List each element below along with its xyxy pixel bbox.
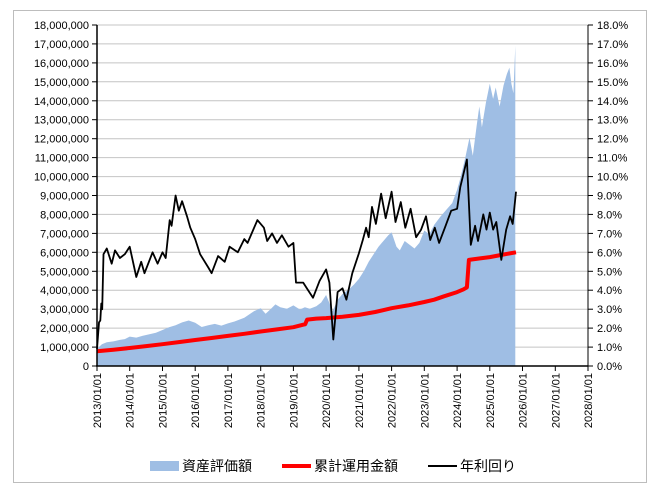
y-right-tick-label: 10.0% bbox=[597, 172, 628, 184]
y-left-tick-label: 1,000,000 bbox=[40, 342, 89, 354]
x-tick-label: 2017/01/01 bbox=[223, 373, 235, 428]
x-tick-label: 2013/01/01 bbox=[92, 373, 104, 428]
x-tick-label: 2019/01/01 bbox=[288, 373, 300, 428]
y-left-tick-label: 4,000,000 bbox=[40, 285, 89, 297]
y-right-tick-label: 11.0% bbox=[597, 153, 628, 165]
y-left-tick-label: 6,000,000 bbox=[40, 247, 89, 259]
y-right-tick-label: 3.0% bbox=[597, 304, 622, 316]
legend-label-cumulative-invested: 累計運用金額 bbox=[314, 458, 398, 474]
x-tick-label: 2025/01/01 bbox=[485, 373, 497, 428]
y-left-tick-label: 2,000,000 bbox=[40, 323, 89, 335]
legend-item-asset-value: 資産評価額 bbox=[150, 459, 252, 473]
y-right-tick-label: 15.0% bbox=[597, 77, 628, 89]
legend-item-annual-yield: 年利回り bbox=[428, 459, 516, 473]
chart-frame-border bbox=[13, 10, 647, 483]
x-tick-label: 2027/01/01 bbox=[550, 373, 562, 428]
y-right-tick-label: 14.0% bbox=[597, 96, 628, 108]
y-right-tick-label: 13.0% bbox=[597, 115, 628, 127]
y-right-tick-label: 8.0% bbox=[597, 209, 622, 221]
x-tick-label: 2021/01/01 bbox=[354, 373, 366, 428]
x-tick-label: 2023/01/01 bbox=[419, 373, 431, 428]
y-right-tick-label: 7.0% bbox=[597, 228, 622, 240]
legend-label-annual-yield: 年利回り bbox=[460, 458, 516, 474]
y-right-tick-label: 0.0% bbox=[597, 361, 622, 373]
legend-swatch-black-line-icon bbox=[428, 465, 457, 467]
y-left-tick-label: 17,000,000 bbox=[34, 39, 89, 51]
x-tick-label: 2026/01/01 bbox=[518, 373, 530, 428]
y-left-tick-label: 8,000,000 bbox=[40, 209, 89, 221]
y-left-tick-label: 3,000,000 bbox=[40, 304, 89, 316]
y-left-tick-label: 0 bbox=[83, 361, 89, 373]
series-asset-area bbox=[97, 45, 516, 367]
x-tick-label: 2020/01/01 bbox=[321, 373, 333, 428]
series-invested-line bbox=[96, 250, 517, 354]
y-left-tick-label: 11,000,000 bbox=[35, 153, 89, 165]
x-tick-label: 2028/01/01 bbox=[583, 373, 595, 428]
legend-item-cumulative-invested: 累計運用金額 bbox=[282, 459, 398, 473]
y-left-tick-label: 12,000,000 bbox=[34, 134, 89, 146]
legend-swatch-area-icon bbox=[150, 461, 179, 471]
x-tick-label: 2014/01/01 bbox=[125, 373, 137, 428]
y-right-tick-label: 1.0% bbox=[597, 342, 622, 354]
x-tick-label: 2022/01/01 bbox=[387, 373, 399, 428]
y-left-tick-label: 10,000,000 bbox=[34, 172, 89, 184]
y-left-tick-label: 14,000,000 bbox=[34, 96, 89, 108]
x-tick-label: 2018/01/01 bbox=[256, 373, 268, 428]
y-right-tick-label: 9.0% bbox=[597, 191, 622, 203]
x-tick-label: 2016/01/01 bbox=[190, 373, 202, 428]
y-left-tick-label: 15,000,000 bbox=[34, 77, 89, 89]
y-left-tick-label: 7,000,000 bbox=[40, 228, 89, 240]
y-right-tick-label: 4.0% bbox=[597, 285, 622, 297]
y-right-tick-label: 17.0% bbox=[597, 39, 628, 51]
legend-swatch-red-line-icon bbox=[282, 464, 311, 468]
y-right-tick-label: 16.0% bbox=[597, 58, 628, 70]
y-left-tick-label: 16,000,000 bbox=[34, 58, 89, 70]
y-right-tick-label: 6.0% bbox=[597, 247, 622, 259]
legend: 資産評価額 累計運用金額 年利回り bbox=[0, 456, 666, 476]
x-tick-label: 2024/01/01 bbox=[452, 373, 464, 428]
y-right-tick-label: 18.0% bbox=[597, 20, 628, 32]
series-yield-line bbox=[96, 158, 517, 349]
y-left-tick-label: 5,000,000 bbox=[40, 266, 89, 278]
y-right-tick-label: 5.0% bbox=[597, 266, 622, 278]
y-right-tick-label: 12.0% bbox=[597, 134, 628, 146]
y-left-tick-label: 18,000,000 bbox=[34, 20, 89, 32]
legend-label-asset-value: 資産評価額 bbox=[182, 458, 252, 474]
y-left-tick-label: 13,000,000 bbox=[34, 115, 89, 127]
y-left-tick-label: 9,000,000 bbox=[40, 191, 89, 203]
y-right-tick-label: 2.0% bbox=[597, 323, 622, 335]
x-tick-label: 2015/01/01 bbox=[158, 373, 170, 428]
